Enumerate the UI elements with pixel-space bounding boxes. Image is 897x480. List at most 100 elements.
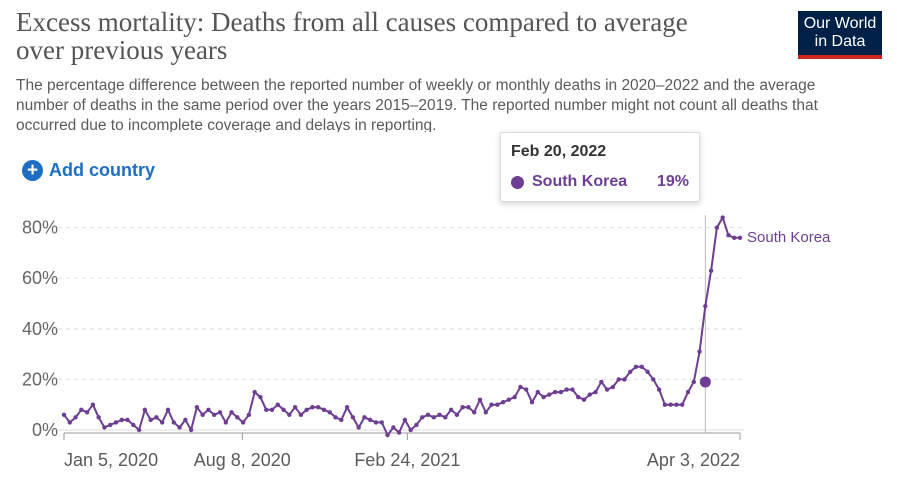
grid-lines bbox=[58, 227, 744, 431]
data-point bbox=[552, 389, 558, 395]
data-point bbox=[275, 402, 280, 407]
data-point bbox=[113, 420, 119, 425]
data-point bbox=[425, 412, 431, 418]
chart-subtitle: The percentage difference between the re… bbox=[16, 77, 818, 132]
data-point bbox=[102, 425, 107, 430]
data-point bbox=[599, 379, 604, 385]
data-point bbox=[697, 349, 702, 354]
data-point bbox=[171, 420, 176, 425]
data-point bbox=[714, 225, 720, 230]
chart-title: Excess mortality: Deaths from all causes… bbox=[16, 7, 688, 65]
data-point bbox=[316, 405, 321, 410]
data-point bbox=[212, 412, 217, 418]
data-point bbox=[541, 394, 546, 400]
data-point bbox=[680, 402, 685, 407]
data-point bbox=[90, 402, 96, 407]
plus-circle-icon: + bbox=[22, 160, 43, 181]
data-point bbox=[477, 397, 483, 402]
data-point bbox=[125, 417, 130, 423]
data-point bbox=[616, 377, 621, 382]
data-point bbox=[662, 402, 668, 407]
data-point bbox=[500, 399, 506, 405]
data-point bbox=[379, 420, 384, 425]
data-point bbox=[396, 430, 402, 435]
owid-logo[interactable]: Our World in Data bbox=[798, 11, 882, 59]
data-point bbox=[732, 235, 737, 240]
data-point bbox=[431, 415, 436, 420]
data-point bbox=[512, 394, 517, 400]
data-point bbox=[79, 407, 84, 412]
logo-line-1: Our World bbox=[803, 15, 877, 32]
data-point bbox=[587, 392, 592, 397]
data-point bbox=[96, 415, 101, 420]
tooltip-series-name: South Korea bbox=[532, 173, 628, 190]
add-country-label: Add country bbox=[49, 160, 155, 180]
data-point bbox=[229, 410, 234, 415]
data-point bbox=[142, 407, 148, 412]
data-point bbox=[656, 387, 662, 392]
data-point bbox=[708, 268, 714, 273]
data-point bbox=[402, 417, 408, 423]
data-point bbox=[651, 377, 656, 382]
data-point bbox=[333, 415, 338, 420]
y-axis-ticks: 0% 20% 40% 60% 80% bbox=[22, 218, 58, 440]
x-tick-label: Apr 3, 2022 bbox=[647, 450, 740, 470]
hover-tooltip: Feb 20, 2022 South Korea 19% bbox=[500, 132, 700, 202]
data-point bbox=[489, 402, 494, 407]
data-point bbox=[321, 407, 327, 412]
data-point bbox=[292, 405, 298, 410]
data-point bbox=[726, 233, 731, 238]
data-point bbox=[327, 410, 332, 415]
data-point bbox=[165, 407, 171, 412]
data-point bbox=[737, 235, 743, 240]
data-point bbox=[529, 399, 535, 405]
data-point bbox=[420, 415, 425, 420]
data-point bbox=[483, 410, 488, 415]
data-point bbox=[183, 417, 188, 423]
data-point bbox=[633, 364, 639, 369]
data-point bbox=[639, 364, 644, 369]
data-point bbox=[200, 412, 205, 418]
data-point bbox=[194, 405, 200, 410]
data-point bbox=[67, 420, 72, 425]
data-point bbox=[339, 417, 344, 423]
data-point bbox=[495, 402, 500, 407]
y-tick-label: 20% bbox=[22, 369, 58, 389]
data-point bbox=[368, 417, 373, 423]
data-point bbox=[246, 412, 252, 418]
series-south-korea: South Korea bbox=[61, 215, 831, 438]
data-point bbox=[703, 303, 708, 309]
series-line bbox=[63, 216, 740, 437]
data-point bbox=[448, 407, 454, 412]
data-point bbox=[408, 427, 413, 433]
data-point bbox=[188, 427, 194, 433]
data-point bbox=[362, 415, 367, 420]
highlighted-point bbox=[699, 376, 711, 388]
add-country-button[interactable]: + Add country bbox=[22, 160, 155, 181]
data-point bbox=[628, 369, 633, 375]
data-point bbox=[73, 415, 78, 420]
data-point bbox=[414, 422, 419, 428]
data-point bbox=[443, 415, 448, 420]
data-point bbox=[310, 405, 315, 410]
data-point bbox=[472, 410, 477, 415]
data-point bbox=[645, 369, 650, 375]
data-point bbox=[217, 410, 223, 415]
x-axis: Jan 5, 2020 Aug 8, 2020 Feb 24, 2021 Apr 3,… bbox=[63, 432, 741, 470]
data-point bbox=[437, 412, 442, 418]
data-point bbox=[258, 394, 263, 400]
data-point bbox=[581, 397, 587, 402]
tooltip-value: 19% bbox=[656, 173, 689, 190]
data-point bbox=[466, 405, 471, 410]
data-point bbox=[564, 387, 569, 392]
data-point bbox=[206, 407, 211, 412]
data-point bbox=[668, 402, 673, 407]
data-point bbox=[240, 420, 246, 425]
data-point bbox=[304, 407, 309, 412]
data-point bbox=[506, 397, 512, 402]
y-tick-label: 0% bbox=[32, 420, 58, 440]
x-tick-label: Feb 24, 2021 bbox=[354, 450, 460, 470]
data-point bbox=[84, 410, 90, 415]
y-tick-label: 60% bbox=[22, 268, 58, 288]
